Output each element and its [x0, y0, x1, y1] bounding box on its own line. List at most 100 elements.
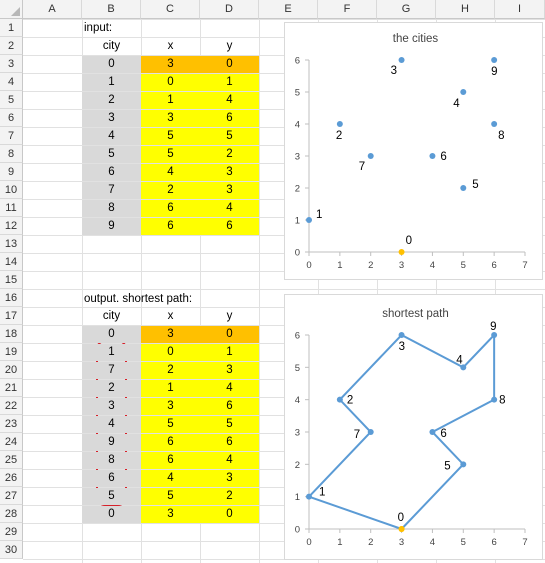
table-cell[interactable]: 3 — [200, 182, 259, 199]
row-header-5[interactable]: 5 — [0, 91, 23, 109]
table-cell[interactable]: 5 — [82, 146, 141, 163]
table-cell[interactable]: 0 — [200, 326, 259, 343]
column-header-e[interactable]: E — [259, 0, 318, 19]
row-header-17[interactable]: 17 — [0, 307, 23, 325]
table-cell[interactable]: 7 — [82, 362, 141, 379]
table-cell[interactable]: 2 — [82, 380, 141, 397]
table-cell[interactable]: 7 — [82, 182, 141, 199]
table-cell[interactable]: 5 — [82, 488, 141, 505]
row-header-15[interactable]: 15 — [0, 271, 23, 289]
table-cell[interactable]: 6 — [200, 110, 259, 127]
table-cell[interactable]: 6 — [141, 218, 200, 235]
table-cell[interactable]: 3 — [200, 362, 259, 379]
table-cell[interactable]: 0 — [141, 74, 200, 91]
table-header-x[interactable]: x — [167, 310, 174, 322]
row-header-28[interactable]: 28 — [0, 505, 23, 523]
table-cell[interactable]: 6 — [82, 470, 141, 487]
row-header-6[interactable]: 6 — [0, 109, 23, 127]
row-header-21[interactable]: 21 — [0, 379, 23, 397]
table-header-y[interactable]: y — [226, 310, 233, 322]
table-cell[interactable]: 0 — [141, 344, 200, 361]
table-cell[interactable]: 0 — [82, 326, 141, 343]
table-header-y[interactable]: y — [226, 40, 233, 52]
table-cell[interactable]: 2 — [82, 92, 141, 109]
table-cell[interactable]: 6 — [200, 398, 259, 415]
table-cell[interactable]: 0 — [82, 506, 141, 523]
column-header-h[interactable]: H — [436, 0, 495, 19]
table-cell[interactable]: 4 — [141, 164, 200, 181]
column-header-a[interactable]: A — [23, 0, 82, 19]
cities-scatter-chart[interactable]: the cities 0 1 2 3 4 5 6 7 0 1 2 3 4 5 6 0 1 2 3 4 5 6 7 8 9 — [284, 22, 543, 280]
row-header-18[interactable]: 18 — [0, 325, 23, 343]
row-header-3[interactable]: 3 — [0, 55, 23, 73]
column-header-f[interactable]: F — [318, 0, 377, 19]
table-cell[interactable]: 8 — [82, 200, 141, 217]
table-cell[interactable]: 1 — [141, 92, 200, 109]
table-cell[interactable]: 5 — [200, 416, 259, 433]
table-cell[interactable]: 5 — [200, 128, 259, 145]
row-header-8[interactable]: 8 — [0, 145, 23, 163]
row-header-4[interactable]: 4 — [0, 73, 23, 91]
column-header-c[interactable]: C — [141, 0, 200, 19]
table-cell[interactable]: 3 — [82, 110, 141, 127]
table-cell[interactable]: 4 — [200, 200, 259, 217]
row-header-25[interactable]: 25 — [0, 451, 23, 469]
table-cell[interactable]: 0 — [200, 506, 259, 523]
row-header-11[interactable]: 11 — [0, 199, 23, 217]
table-cell[interactable]: 6 — [141, 200, 200, 217]
table-cell[interactable]: 1 — [141, 380, 200, 397]
table-header-city[interactable]: city — [102, 310, 121, 322]
table-cell[interactable]: 3 — [82, 398, 141, 415]
table-cell[interactable]: 1 — [82, 74, 141, 91]
column-header-d[interactable]: D — [200, 0, 259, 19]
table-cell[interactable]: 5 — [141, 488, 200, 505]
table-cell[interactable]: 5 — [141, 128, 200, 145]
table-cell[interactable]: 4 — [200, 452, 259, 469]
table-cell[interactable]: 0 — [200, 56, 259, 73]
row-header-20[interactable]: 20 — [0, 361, 23, 379]
row-header-16[interactable]: 16 — [0, 289, 23, 307]
column-header-g[interactable]: G — [377, 0, 436, 19]
table-cell[interactable]: 4 — [141, 470, 200, 487]
table-cell[interactable]: 4 — [200, 92, 259, 109]
table-cell[interactable]: 6 — [141, 434, 200, 451]
row-header-7[interactable]: 7 — [0, 127, 23, 145]
table-cell[interactable]: 1 — [200, 74, 259, 91]
output-label[interactable]: output. shortest path: — [84, 293, 193, 305]
table-cell[interactable]: 9 — [82, 434, 141, 451]
table-cell[interactable]: 3 — [200, 470, 259, 487]
row-header-22[interactable]: 22 — [0, 397, 23, 415]
table-cell[interactable]: 2 — [141, 182, 200, 199]
table-cell[interactable]: 3 — [141, 506, 200, 523]
table-cell[interactable]: 3 — [141, 56, 200, 73]
table-cell[interactable]: 5 — [141, 146, 200, 163]
table-cell[interactable]: 0 — [82, 56, 141, 73]
row-header-27[interactable]: 27 — [0, 487, 23, 505]
table-cell[interactable]: 3 — [141, 398, 200, 415]
select-all-corner[interactable] — [0, 0, 23, 19]
table-header-x[interactable]: x — [167, 40, 174, 52]
table-cell[interactable]: 4 — [200, 380, 259, 397]
table-cell[interactable]: 6 — [200, 218, 259, 235]
row-header-10[interactable]: 10 — [0, 181, 23, 199]
row-header-24[interactable]: 24 — [0, 433, 23, 451]
table-cell[interactable]: 3 — [141, 110, 200, 127]
row-header-2[interactable]: 2 — [0, 37, 23, 55]
row-header-1[interactable]: 1 — [0, 19, 23, 37]
table-cell[interactable]: 9 — [82, 218, 141, 235]
column-header-i[interactable]: I — [495, 0, 545, 19]
row-header-14[interactable]: 14 — [0, 253, 23, 271]
row-header-9[interactable]: 9 — [0, 163, 23, 181]
table-cell[interactable]: 2 — [141, 362, 200, 379]
row-header-30[interactable]: 30 — [0, 541, 23, 559]
table-cell[interactable]: 1 — [200, 344, 259, 361]
row-header-26[interactable]: 26 — [0, 469, 23, 487]
table-cell[interactable]: 3 — [141, 326, 200, 343]
shortest-path-chart[interactable]: shortest path 0 1 2 3 4 5 6 7 0 1 2 3 4 5 6 0 1 7 2 3 4 9 8 6 5 — [284, 294, 543, 560]
row-header-12[interactable]: 12 — [0, 217, 23, 235]
input-label[interactable]: input: — [84, 22, 113, 34]
table-cell[interactable]: 6 — [141, 452, 200, 469]
table-header-city[interactable]: city — [102, 40, 121, 52]
table-cell[interactable]: 1 — [82, 344, 141, 361]
row-header-19[interactable]: 19 — [0, 343, 23, 361]
